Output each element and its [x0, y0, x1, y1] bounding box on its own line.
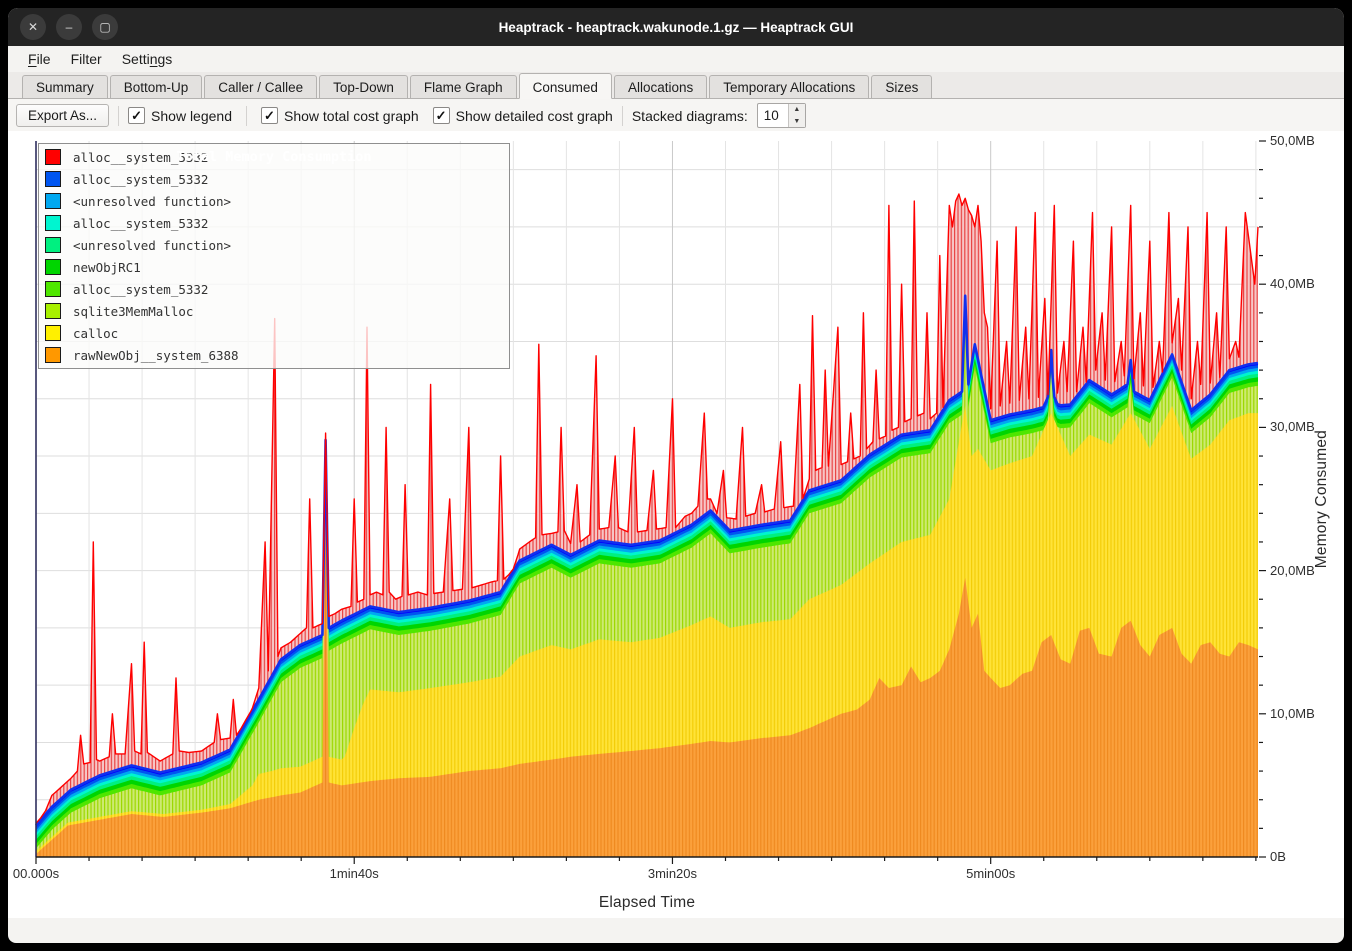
legend-swatch: [45, 149, 61, 165]
tab-flame-graph[interactable]: Flame Graph: [409, 75, 517, 98]
y-tick-label: 0B: [1270, 849, 1286, 864]
checkbox-show-total-cost-graph[interactable]: ✓ Show total cost graph: [260, 107, 419, 124]
spinner-down-icon[interactable]: ▼: [793, 117, 801, 125]
checkbox-show-legend[interactable]: ✓ Show legend: [128, 107, 232, 124]
x-tick-label: 1min40s: [329, 866, 379, 881]
legend-label: alloc__system_5332: [73, 149, 209, 165]
tab-consumed[interactable]: Consumed: [518, 73, 612, 99]
menu-settings[interactable]: Settings: [121, 51, 173, 67]
menu-file[interactable]: File: [28, 51, 51, 67]
legend-swatch: [45, 325, 61, 341]
legend-label: <unresolved function>: [73, 193, 232, 209]
x-tick-label: 5min00s: [966, 866, 1016, 881]
tab-bar: Summary Bottom-Up Caller / Callee Top-Down F…: [8, 72, 1344, 99]
tab-temporary-allocations[interactable]: Temporary Allocations: [709, 75, 870, 98]
legend-swatch: [45, 347, 61, 363]
spinner-value[interactable]: 10: [763, 108, 779, 123]
x-tick-label: 3min20s: [647, 866, 698, 881]
window-buttons: ✕ – ▢: [8, 14, 118, 40]
y-tick-label: 30,0MB: [1270, 419, 1315, 435]
legend-item: newObjRC1: [39, 256, 509, 278]
legend-label: <unresolved function>: [73, 237, 232, 253]
legend-label: alloc__system_5332: [73, 215, 209, 231]
menu-filter[interactable]: Filter: [70, 51, 102, 67]
legend-item: sqlite3MemMalloc: [39, 300, 509, 322]
toolbar-separator: [621, 105, 623, 126]
title-bar[interactable]: ✕ – ▢ Heaptrack - heaptrack.wakunode.1.gz …: [8, 8, 1344, 46]
checkbox-box[interactable]: ✓: [128, 107, 146, 124]
spinner-up-icon[interactable]: ▲: [793, 106, 801, 114]
toolbar-separator: [118, 105, 120, 126]
legend-swatch: [45, 171, 61, 187]
x-axis-title: Elapsed Time: [598, 894, 696, 911]
legend-item: alloc__system_5332: [39, 168, 509, 190]
legend-item: alloc__system_5332: [39, 212, 509, 234]
y-tick-label: 20,0MB: [1270, 562, 1315, 578]
y-tick-label: 40,0MB: [1270, 276, 1315, 292]
checkbox-box[interactable]: ✓: [260, 107, 278, 124]
legend-swatch: [45, 281, 61, 297]
tab-top-down[interactable]: Top-Down: [319, 75, 408, 98]
y-tick-label: 50,0MB: [1270, 133, 1315, 148]
chart-area: 00.000s 1min40s 3min20s 5min00s 0B 10,0MB 20,…: [8, 131, 1344, 918]
y-tick-label: 10,0MB: [1270, 705, 1315, 721]
legend-label: calloc: [73, 325, 119, 341]
legend-swatch: [45, 259, 61, 275]
tab-allocations[interactable]: Allocations: [613, 75, 708, 98]
legend-item: alloc__system_5332: [39, 278, 509, 300]
stacked-diagrams-label: Stacked diagrams:: [631, 107, 748, 124]
heaptrack-window: ✕ – ▢ Heaptrack - heaptrack.wakunode.1.gz …: [8, 8, 1344, 943]
export-as-button[interactable]: Export As...: [16, 104, 110, 127]
memory-consumption-chart[interactable]: [35, 140, 1266, 864]
toolbar-separator: [245, 105, 247, 126]
legend-swatch: [45, 237, 61, 253]
checkbox-box[interactable]: ✓: [432, 107, 450, 124]
window-title: Heaptrack - heaptrack.wakunode.1.gz — He…: [498, 19, 854, 35]
checkbox-group: ✓ Show legend ✓ Show total cost graph ✓ Show …: [128, 105, 613, 126]
legend-item: calloc: [39, 322, 509, 344]
y-axis-title: Memory Consumed: [1313, 429, 1330, 569]
menu-bar: File Filter Settings: [8, 46, 1344, 72]
checkbox-show-detailed-cost-graph[interactable]: ✓ Show detailed cost graph: [432, 107, 613, 124]
legend-item: alloc__system_5332: [39, 146, 509, 168]
stacked-diagrams-spinner[interactable]: 10 ▲ ▼: [756, 103, 806, 128]
close-button[interactable]: ✕: [20, 14, 46, 40]
minimize-button[interactable]: –: [56, 14, 82, 40]
x-tick-label: 00.000s: [12, 866, 60, 881]
maximize-button[interactable]: ▢: [92, 14, 118, 40]
legend-label: newObjRC1: [73, 259, 141, 275]
tab-sizes[interactable]: Sizes: [871, 75, 933, 98]
toolbar: Export As... ✓ Show legend ✓ Show total cos…: [8, 99, 1344, 133]
tab-bottom-up[interactable]: Bottom-Up: [109, 75, 203, 98]
checkbox-label: Show legend: [151, 107, 232, 124]
legend-label: alloc__system_5332: [73, 171, 209, 187]
checkbox-label: Show total cost graph: [283, 107, 419, 124]
legend-label: alloc__system_5332: [73, 281, 209, 297]
tab-caller-callee[interactable]: Caller / Callee: [204, 75, 318, 98]
legend-item: rawNewObj__system_6388: [39, 344, 509, 366]
tab-summary[interactable]: Summary: [22, 75, 108, 98]
legend-swatch: [45, 303, 61, 319]
legend-item: <unresolved function>: [39, 234, 509, 256]
checkbox-label: Show detailed cost graph: [455, 107, 613, 124]
legend-swatch: [45, 215, 61, 231]
legend-label: rawNewObj__system_6388: [73, 347, 239, 363]
chart-legend: Total Memory Consumption alloc__system_53…: [38, 143, 510, 369]
spinner-arrows: ▲ ▼: [787, 104, 805, 127]
legend-label: sqlite3MemMalloc: [73, 303, 194, 319]
legend-swatch: [45, 193, 61, 209]
legend-item: <unresolved function>: [39, 190, 509, 212]
